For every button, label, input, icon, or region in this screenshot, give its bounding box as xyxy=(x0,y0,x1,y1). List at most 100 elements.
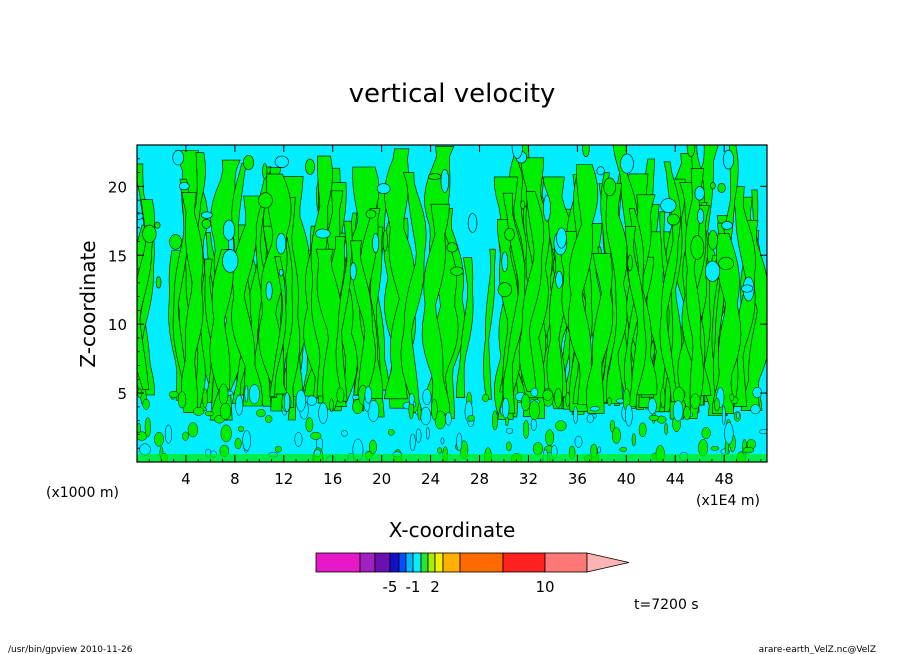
field-cell xyxy=(446,242,458,253)
colorbar-segment xyxy=(405,552,414,573)
field-cell xyxy=(721,221,733,230)
colorbar-segment xyxy=(420,552,429,573)
boundary-cell xyxy=(698,439,709,457)
field-cell xyxy=(427,173,442,180)
colorbar-segment xyxy=(434,552,444,573)
field-cell xyxy=(315,228,331,239)
plot-frame xyxy=(136,144,768,463)
field-cell xyxy=(686,145,696,157)
field-cell xyxy=(276,232,287,255)
colorbar: -5 -1 2 10 xyxy=(315,552,630,596)
field-cell xyxy=(467,213,478,233)
colorbar-label: -1 xyxy=(406,578,421,596)
field-cell xyxy=(556,227,567,249)
boundary-cell xyxy=(294,432,303,447)
boundary-cell xyxy=(425,426,430,440)
boundary-cell xyxy=(244,384,249,403)
boundary-cell xyxy=(237,426,245,432)
boundary-cell xyxy=(295,389,306,412)
boundary-cell xyxy=(329,398,334,412)
boundary-cell xyxy=(505,427,514,434)
field-cell xyxy=(169,234,182,250)
boundary-cell xyxy=(607,396,612,406)
field-cell xyxy=(172,150,184,166)
boundary-cell xyxy=(501,397,510,419)
boundary-cell xyxy=(573,406,578,425)
boundary-cell xyxy=(431,398,438,420)
y-axis-label: Z-coordinate xyxy=(76,240,100,367)
field-cell xyxy=(372,233,380,254)
x-tick-label: 40 xyxy=(617,470,636,488)
boundary-cell xyxy=(736,411,740,419)
updraft-plume xyxy=(600,172,617,404)
boundary-cell xyxy=(340,430,348,437)
y-axis-ticks: 5 10 15 20 xyxy=(108,158,767,449)
colorbar-segment xyxy=(398,552,407,573)
x-tick-label: 4 xyxy=(181,470,191,488)
boundary-cell xyxy=(721,405,726,426)
colorbar-segment xyxy=(412,552,422,573)
boundary-cell xyxy=(234,438,242,450)
x-tick-label: 16 xyxy=(323,470,342,488)
boundary-cell xyxy=(701,427,711,440)
field-cell xyxy=(200,211,213,219)
boundary-cell xyxy=(647,398,657,415)
x-tick-label: 36 xyxy=(568,470,587,488)
boundary-cell xyxy=(530,418,537,431)
field-cell xyxy=(137,212,144,220)
boundary-cell xyxy=(724,422,734,445)
field-cell xyxy=(258,192,273,209)
boundary-cell xyxy=(683,405,691,421)
field-cell xyxy=(365,209,377,219)
field-cell xyxy=(154,221,161,229)
boundary-cell xyxy=(648,414,660,421)
colorbar-segment xyxy=(359,552,376,573)
boundary-cell xyxy=(482,393,489,402)
boundary-cell xyxy=(164,424,173,444)
updraft-plume xyxy=(456,257,474,399)
x-axis-ticks: 4 8 12 16 20 24 28 32 36 40 44 48 xyxy=(148,145,762,488)
boundary-cell xyxy=(139,443,151,456)
boundary-cell xyxy=(530,387,539,397)
x-tick-label: 20 xyxy=(372,470,391,488)
boundary-cell xyxy=(542,389,553,401)
x-tick-label: 44 xyxy=(666,470,685,488)
boundary-cell xyxy=(204,410,214,417)
updraft-plume xyxy=(350,240,376,412)
field-cell xyxy=(603,177,617,197)
y-tick-label: 15 xyxy=(108,247,127,265)
updraft-plume xyxy=(483,248,496,400)
field-cell xyxy=(718,256,734,271)
field-cell xyxy=(501,251,509,272)
boundary-cell xyxy=(336,387,345,403)
boundary-cell xyxy=(306,395,317,406)
y-tick-label: 10 xyxy=(108,316,127,334)
boundary-cell xyxy=(218,383,229,405)
boundary-cell xyxy=(242,430,252,451)
boundary-cell xyxy=(638,422,647,438)
field-cell xyxy=(704,260,721,282)
updraft-plume xyxy=(711,233,742,415)
field-cell xyxy=(243,155,255,170)
field-cell xyxy=(504,227,515,241)
field-cell xyxy=(627,254,633,272)
boundary-cell xyxy=(220,424,232,443)
boundary-cell xyxy=(597,446,602,454)
colorbar-segment xyxy=(389,552,400,573)
colorbar-segment xyxy=(374,552,391,573)
boundary-cell xyxy=(364,386,373,404)
boundary-cell xyxy=(415,428,422,443)
boundary-cell xyxy=(492,410,498,431)
boundary-cell xyxy=(445,411,452,426)
field-cell xyxy=(741,284,754,293)
field-cell xyxy=(660,198,677,213)
colorbar-label: -5 xyxy=(383,578,398,596)
colorbar-label: 10 xyxy=(535,578,554,596)
field-cell xyxy=(620,153,634,174)
boundary-cell xyxy=(506,441,512,452)
field-cell xyxy=(694,186,705,201)
colorbar-segment xyxy=(502,552,546,573)
updraft-plume xyxy=(269,256,287,397)
boundary-cell xyxy=(193,407,205,416)
colorbar-segment xyxy=(459,552,504,573)
